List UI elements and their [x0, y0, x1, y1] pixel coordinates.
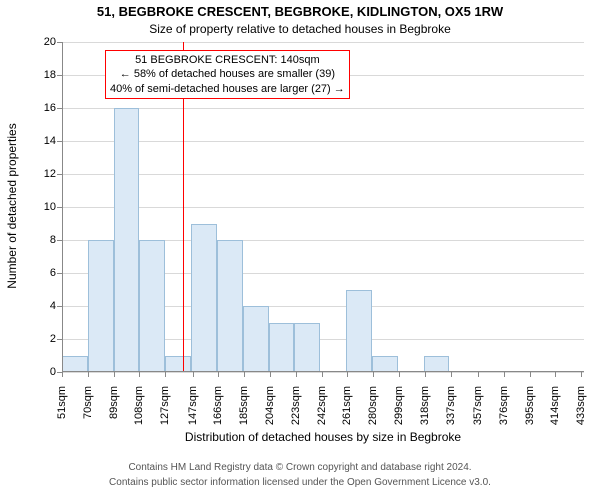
y-tick-label: 2 [0, 333, 60, 345]
y-tick-mark [57, 141, 62, 142]
y-tick-mark [57, 339, 62, 340]
x-tick-label: 299sqm [393, 386, 405, 436]
x-tick-mark [504, 372, 505, 377]
footer-copyright-1: Contains HM Land Registry data © Crown c… [0, 462, 600, 473]
y-tick-mark [57, 207, 62, 208]
x-tick-mark [425, 372, 426, 377]
x-tick-label: 89sqm [108, 386, 120, 436]
histogram-bar [294, 323, 320, 373]
gridline [62, 42, 584, 43]
x-tick-mark [193, 372, 194, 377]
x-tick-label: 166sqm [212, 386, 224, 436]
x-tick-label: 147sqm [187, 386, 199, 436]
y-tick-mark [57, 240, 62, 241]
x-tick-label: 261sqm [341, 386, 353, 436]
x-tick-label: 223sqm [290, 386, 302, 436]
x-tick-label: 127sqm [159, 386, 171, 436]
x-tick-label: 51sqm [56, 386, 68, 436]
x-tick-mark [373, 372, 374, 377]
y-tick-mark [57, 75, 62, 76]
x-tick-label: 433sqm [575, 386, 587, 436]
x-tick-label: 280sqm [367, 386, 379, 436]
histogram-bar [88, 240, 114, 372]
x-tick-label: 242sqm [316, 386, 328, 436]
x-tick-mark [270, 372, 271, 377]
histogram-bar [346, 290, 372, 373]
x-tick-mark [88, 372, 89, 377]
x-tick-mark [347, 372, 348, 377]
x-tick-mark [451, 372, 452, 377]
x-tick-label: 204sqm [264, 386, 276, 436]
chart-title-main: 51, BEGBROKE CRESCENT, BEGBROKE, KIDLING… [0, 4, 600, 19]
x-tick-mark [581, 372, 582, 377]
x-tick-mark [478, 372, 479, 377]
histogram-bar [139, 240, 165, 372]
x-tick-label: 337sqm [445, 386, 457, 436]
y-tick-mark [57, 306, 62, 307]
y-axis-label: Number of detached properties [5, 106, 19, 306]
histogram-bar [372, 356, 398, 373]
x-tick-mark [244, 372, 245, 377]
gridline [62, 108, 584, 109]
x-axis-label: Distribution of detached houses by size … [62, 430, 584, 444]
x-tick-label: 414sqm [549, 386, 561, 436]
y-tick-label: 0 [0, 366, 60, 378]
gridline [62, 141, 584, 142]
x-tick-label: 357sqm [472, 386, 484, 436]
x-tick-label: 185sqm [238, 386, 250, 436]
y-tick-label: 20 [0, 36, 60, 48]
annotation-line: 51 BEGBROKE CRESCENT: 140sqm [110, 53, 345, 67]
x-tick-mark [322, 372, 323, 377]
histogram-bar [243, 306, 269, 372]
histogram-bar [62, 356, 88, 373]
x-tick-label: 70sqm [82, 386, 94, 436]
y-axis-line [62, 42, 63, 372]
gridline [62, 174, 584, 175]
histogram-bar [269, 323, 295, 373]
x-tick-mark [218, 372, 219, 377]
y-tick-mark [57, 42, 62, 43]
histogram-bar [114, 108, 140, 372]
gridline [62, 207, 584, 208]
histogram-bar [424, 356, 450, 373]
annotation-line: ← 58% of detached houses are smaller (39… [110, 67, 345, 81]
x-tick-label: 395sqm [524, 386, 536, 436]
annotation-line: 40% of semi-detached houses are larger (… [110, 82, 345, 96]
histogram-bar [217, 240, 243, 372]
x-tick-label: 108sqm [133, 386, 145, 436]
x-tick-mark [62, 372, 63, 377]
histogram-bar [191, 224, 217, 373]
histogram-plot-area: 51 BEGBROKE CRESCENT: 140sqm← 58% of det… [62, 42, 584, 372]
annotation-box: 51 BEGBROKE CRESCENT: 140sqm← 58% of det… [105, 50, 350, 99]
x-tick-mark [399, 372, 400, 377]
footer-copyright-2: Contains public sector information licen… [0, 477, 600, 488]
x-tick-mark [555, 372, 556, 377]
x-tick-mark [114, 372, 115, 377]
x-tick-mark [139, 372, 140, 377]
y-tick-label: 18 [0, 69, 60, 81]
y-tick-mark [57, 273, 62, 274]
x-tick-label: 318sqm [419, 386, 431, 436]
x-tick-label: 376sqm [498, 386, 510, 436]
histogram-bar [165, 356, 191, 373]
x-tick-mark [530, 372, 531, 377]
y-tick-mark [57, 108, 62, 109]
x-tick-mark [296, 372, 297, 377]
y-tick-mark [57, 174, 62, 175]
x-tick-mark [165, 372, 166, 377]
chart-title-sub: Size of property relative to detached ho… [0, 22, 600, 36]
